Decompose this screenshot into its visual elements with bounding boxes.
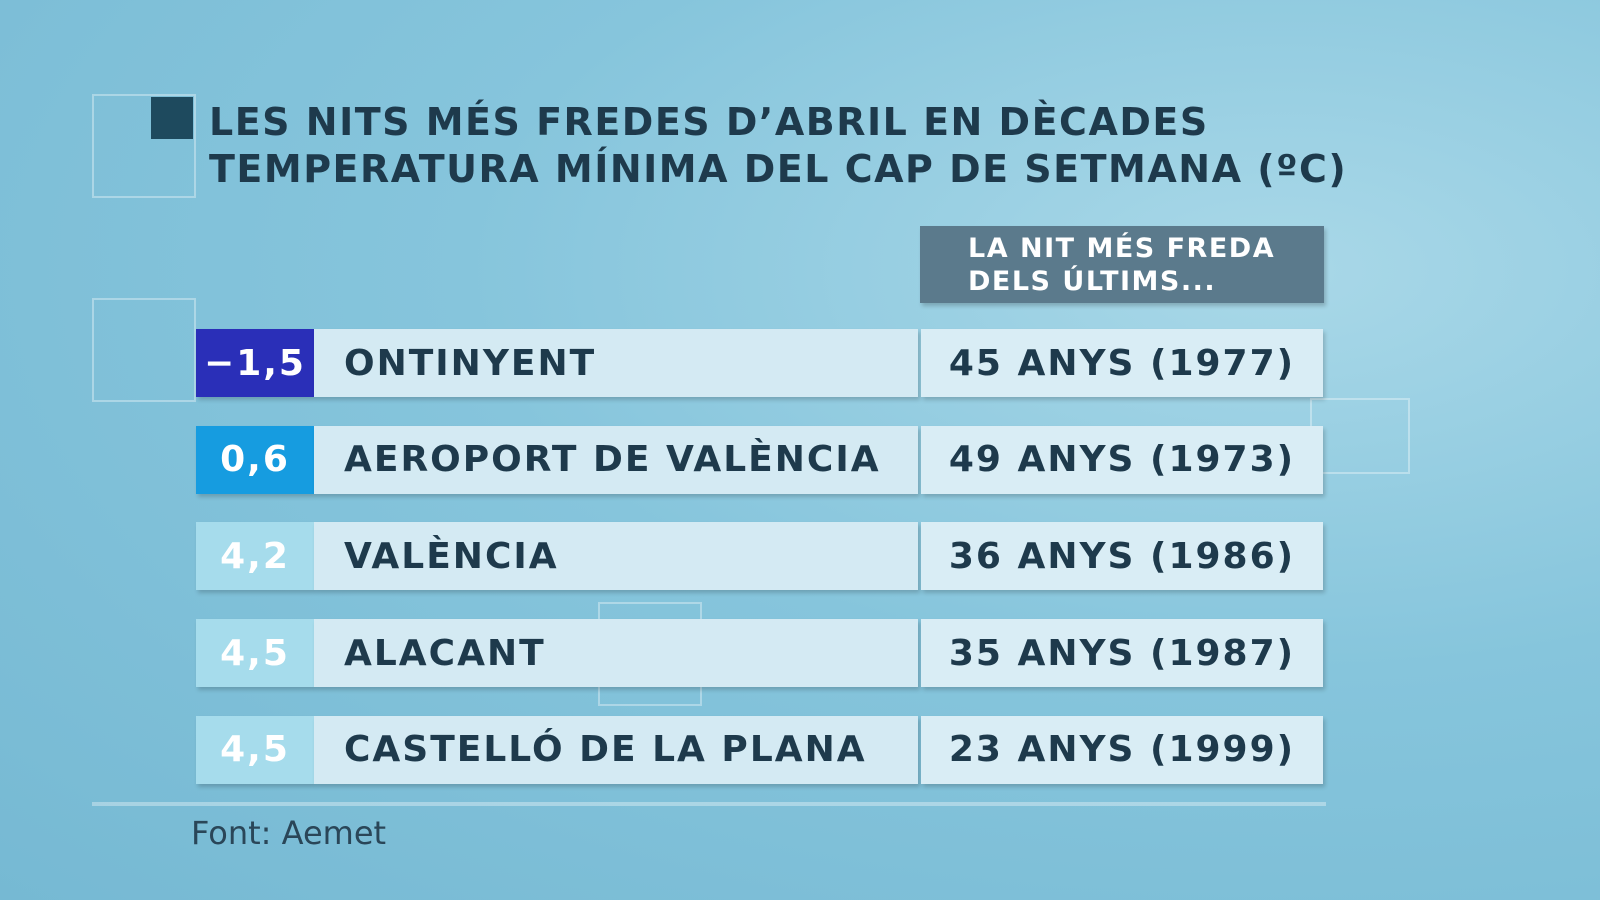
station-cell: VALÈNCIA xyxy=(314,522,918,591)
temperature-cell: −1,5 xyxy=(196,329,314,397)
temperature-cell: 4,2 xyxy=(196,522,314,591)
temperature-cell: 4,5 xyxy=(196,715,314,784)
decoration xyxy=(1310,398,1410,474)
title: LES NITS MÉS FREDES D’ABRIL EN DÈCADES xyxy=(209,100,1209,144)
station-cell: ONTINYENT xyxy=(314,329,918,397)
station-cell: ALACANT xyxy=(314,619,918,688)
column-header-line: LA NIT MÉS FREDA xyxy=(968,233,1276,264)
record-cell: 45 ANYS (1977) xyxy=(921,329,1323,397)
title-marker xyxy=(151,97,193,139)
station-cell: CASTELLÓ DE LA PLANA xyxy=(314,715,918,784)
temperature-cell: 0,6 xyxy=(196,425,314,494)
record-cell: 49 ANYS (1973) xyxy=(921,425,1323,494)
record-cell: 23 ANYS (1999) xyxy=(921,715,1323,784)
subtitle: TEMPERATURA MÍNIMA DEL CAP DE SETMANA (º… xyxy=(209,147,1348,191)
record-cell: 36 ANYS (1986) xyxy=(921,522,1323,591)
decoration xyxy=(92,298,196,402)
temperature-cell: 4,5 xyxy=(196,619,314,688)
record-cell: 35 ANYS (1987) xyxy=(921,619,1323,688)
column-header: LA NIT MÉS FREDA DELS ÚLTIMS... xyxy=(920,226,1324,303)
source: Font: Aemet xyxy=(191,814,387,852)
decoration xyxy=(92,94,196,198)
station-cell: AEROPORT DE VALÈNCIA xyxy=(314,425,918,494)
decoration xyxy=(92,802,1326,806)
column-header-line: DELS ÚLTIMS... xyxy=(968,266,1217,297)
